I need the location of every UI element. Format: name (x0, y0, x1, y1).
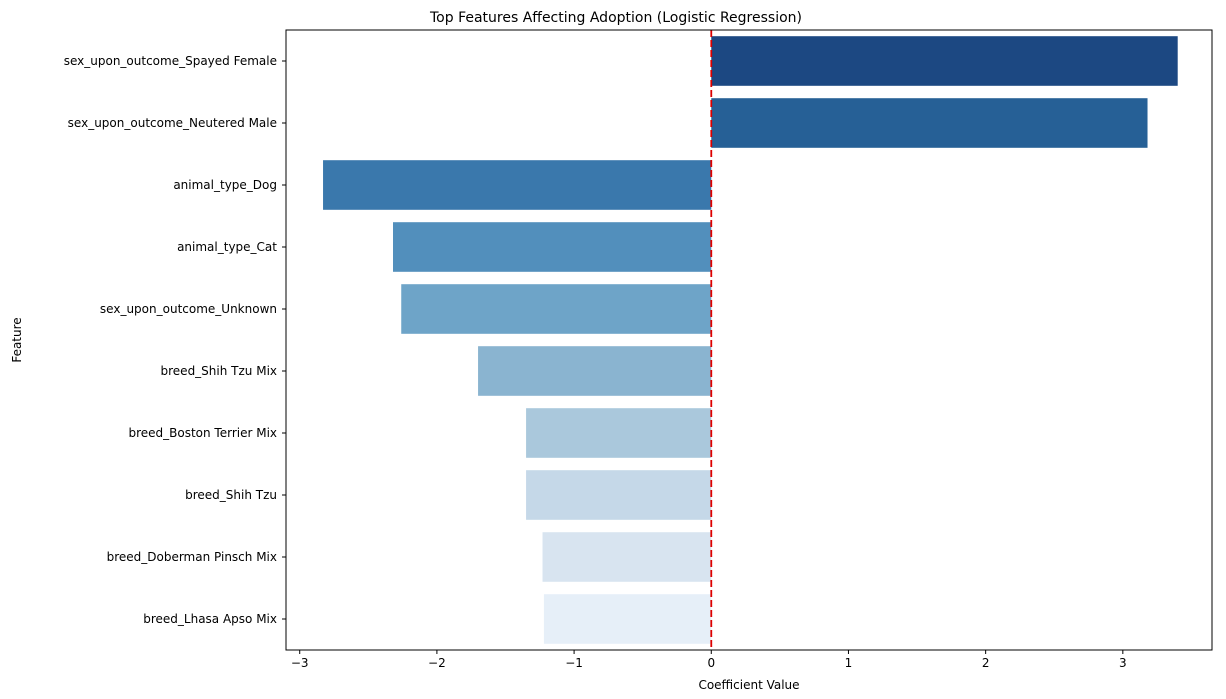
y-tick-label: animal_type_Dog (173, 178, 277, 192)
bar-6 (526, 408, 712, 458)
y-tick-label: breed_Boston Terrier Mix (128, 426, 277, 440)
bar-3 (393, 222, 712, 272)
x-tick-label: 0 (707, 656, 715, 670)
y-tick-label: sex_upon_outcome_Neutered Male (68, 116, 277, 130)
x-tick-label: −3 (291, 656, 309, 670)
chart-title: Top Features Affecting Adoption (Logisti… (429, 10, 802, 26)
y-tick-label: breed_Shih Tzu (185, 488, 277, 502)
x-tick-label: 2 (982, 656, 990, 670)
bar-2 (323, 160, 712, 210)
x-tick-label: −1 (565, 656, 583, 670)
y-tick-label: breed_Lhasa Apso Mix (143, 612, 277, 626)
bar-8 (542, 532, 712, 582)
y-tick-label: breed_Doberman Pinsch Mix (107, 550, 277, 564)
y-tick-label: animal_type_Cat (177, 240, 277, 254)
y-axis-label: Feature (10, 317, 24, 362)
x-tick-label: −2 (428, 656, 446, 670)
bar-9 (543, 594, 712, 644)
bar-0 (711, 36, 1178, 86)
y-axis-ticks: sex_upon_outcome_Spayed Female sex_upon_o… (64, 54, 286, 626)
bar-1 (711, 98, 1148, 148)
y-tick-label: breed_Shih Tzu Mix (161, 364, 277, 378)
bars-group (323, 36, 1178, 644)
x-tick-label: 1 (845, 656, 853, 670)
x-tick-label: 3 (1119, 656, 1127, 670)
x-axis-label: Coefficient Value (698, 678, 799, 692)
x-axis-ticks: −3 −2 −1 0 1 2 3 (291, 650, 1127, 670)
y-tick-label: sex_upon_outcome_Unknown (100, 302, 277, 316)
plot-frame (285, 29, 1213, 651)
bar-4 (401, 284, 712, 334)
bar-5 (478, 346, 712, 396)
y-tick-label: sex_upon_outcome_Spayed Female (64, 54, 277, 68)
bar-7 (526, 470, 712, 520)
